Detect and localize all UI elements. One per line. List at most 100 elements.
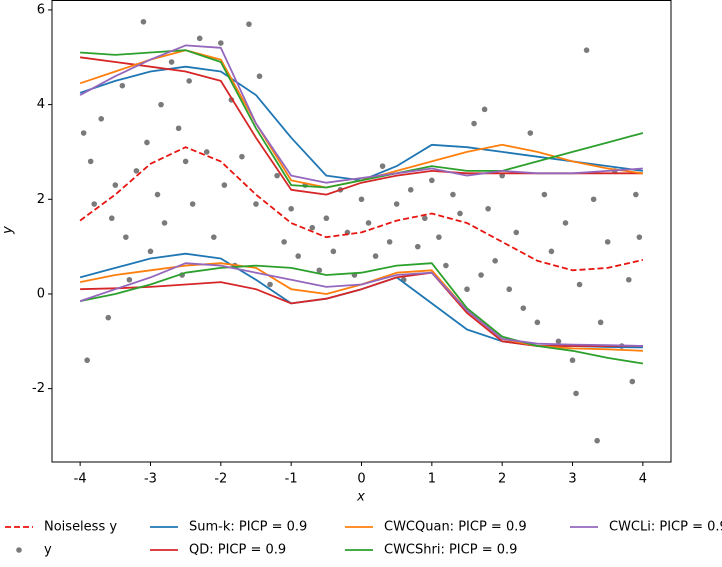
upper-bound-line [80,49,644,189]
scatter-point [372,253,379,259]
scatter-point [604,239,611,245]
legend-label: Sum-k: PICP = 0.9 [189,520,307,535]
scatter-point [123,234,129,240]
scatter-point [583,47,590,53]
scatter-point [520,305,527,311]
legend-label: y [44,543,52,558]
x-tick-label: -4 [74,472,87,487]
scatter-point [221,182,228,188]
scatter-point [597,319,604,326]
scatter-point [80,130,87,136]
scatter-point [126,276,133,283]
x-tick-label: -2 [214,472,227,487]
scatter-point [436,234,442,240]
scatter-point [147,248,154,255]
y-tick-label: 6 [37,2,45,17]
scatter-point [379,163,386,169]
scatter-point [633,191,639,198]
scatter-point [168,59,175,65]
scatter-point [625,276,632,283]
scatter-point [562,220,569,226]
scatter-point [534,319,541,326]
scatter-point [450,191,456,198]
scatter-point [186,78,192,84]
noiseless-line [79,146,644,272]
legend-label: Noiseless y [44,520,117,535]
scatter-point [323,215,330,222]
scatter-point [108,215,115,222]
scatter-point [548,248,555,255]
x-tick-label: -3 [144,472,157,487]
scatter-point [84,357,90,364]
scatter-point [274,172,280,179]
scatter-point [140,18,147,25]
upper-bound-line [79,49,644,189]
scatter-point [485,205,491,212]
legend-label: CWCQuan: PICP = 0.9 [384,520,527,535]
scatter-point [499,172,505,179]
scatter-point [175,125,182,132]
scatter-point [555,338,562,345]
lower-bound-line [79,262,644,365]
scatter-point [573,390,579,397]
scatter-point [527,130,534,136]
scatter-point [246,21,252,27]
x-tick-label: 0 [357,472,365,487]
lower-bound-line [79,262,643,352]
scatter-point [330,248,337,255]
scatter-point [281,239,287,245]
scatter-point [443,262,449,269]
scatter-point [203,149,210,155]
legend-label: QD: PICP = 0.9 [189,543,286,558]
scatter-point [105,314,112,321]
scatter-point [154,191,161,198]
scatter-point [429,177,435,184]
scatter-point [112,182,119,188]
scatter-point [133,168,140,174]
y-tick-label: -2 [32,381,45,396]
scatter-point [407,187,414,193]
scatter-point [267,281,273,288]
scatter-point [144,139,150,146]
scatter-point [210,234,217,240]
x-tick-label: 4 [639,472,647,487]
y-tick-label: 0 [37,286,45,301]
legend-label: CWCShri: PICP = 0.9 [384,543,517,558]
scatter-point [481,106,488,113]
x-tick-label: 1 [428,472,436,487]
scatter-point [288,205,294,212]
scatter-point [239,153,245,160]
y-axis-label: y [1,226,16,235]
scatter-point [182,158,189,165]
scatter-point [295,253,301,259]
scatter-point [478,272,484,278]
scatter-point [541,191,548,198]
scatter-point [464,286,470,293]
scatter-point [365,220,372,226]
scatter-point [506,286,513,293]
lower-bound-line [79,262,643,347]
scatter-point [386,239,393,245]
y-tick-label: 4 [37,97,45,112]
upper-bound-line [79,44,643,184]
scatter-point [492,258,498,264]
scatter-point [457,210,463,217]
scatter-point [393,201,400,207]
scatter-point [98,116,105,122]
scatter-point [161,220,168,226]
scatter-point [414,243,421,250]
scatter-point [594,437,600,444]
scatter-point [189,201,196,207]
legend-marker [16,547,22,553]
x-tick-label: -1 [285,472,298,487]
scatter-point [316,267,323,274]
x-tick-label: 3 [568,472,576,487]
scatter-point [253,201,259,207]
scatter-point [119,82,126,89]
scatter-point [218,40,224,46]
scatter-point [158,101,164,108]
legend-label: CWCLi: PICP = 0.9 [609,520,722,535]
scatter-point [629,378,636,385]
scatter-point [590,196,597,203]
